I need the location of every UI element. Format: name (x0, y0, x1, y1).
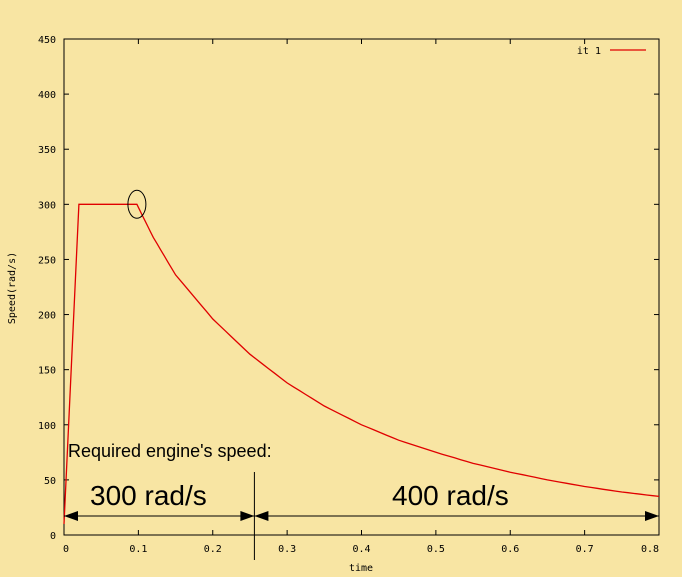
y-tick-label: 450 (38, 35, 56, 46)
y-tick-label: 50 (44, 476, 56, 487)
y-tick-label: 400 (38, 90, 56, 101)
x-axis: 0 0.1 0.2 0.3 0.4 0.5 0.6 0.7 0.8 (63, 39, 660, 555)
highlight-ellipse (127, 189, 147, 219)
segment-1-arrowhead-right (240, 511, 255, 521)
series-line-it-1 (63, 203, 660, 525)
segment-2-arrowhead-left (254, 511, 269, 521)
y-axis: 0 50 100 150 200 250 300 350 400 450 (38, 35, 659, 542)
y-tick-label: 250 (38, 255, 56, 266)
y-axis-title: Speed(rad/s) (7, 252, 18, 324)
x-tick-label: 0.6 (501, 544, 519, 555)
x-tick-label: 0.4 (352, 544, 370, 555)
x-tick-label: 0.5 (427, 544, 445, 555)
x-tick-label: 0.1 (129, 544, 147, 555)
y-tick-label: 200 (38, 311, 56, 322)
y-tick-label: 150 (38, 366, 56, 377)
x-tick-label: 0.2 (204, 544, 222, 555)
y-tick-label: 350 (38, 145, 56, 156)
x-tick-label: 0.3 (278, 544, 296, 555)
y-tick-label: 100 (38, 421, 56, 432)
annotation-group: Required engine's speed: 300 rad/s 400 r… (64, 441, 659, 560)
legend-label-it-1: it 1 (577, 46, 601, 57)
x-tick-label: 0.7 (576, 544, 594, 555)
segment-1-arrowhead-left (64, 511, 78, 521)
annotation-segment-1: 300 rad/s (90, 480, 207, 511)
y-tick-label: 300 (38, 200, 56, 211)
annotation-heading: Required engine's speed: (68, 441, 272, 461)
segment-2-arrowhead-right (645, 511, 659, 521)
y-tick-label: 0 (50, 531, 56, 542)
x-tick-label: 0.8 (641, 544, 659, 555)
legend: it 1 (577, 46, 646, 57)
x-axis-title: time (349, 563, 373, 574)
annotation-segment-2: 400 rad/s (392, 480, 509, 511)
x-tick-label: 0 (63, 544, 69, 555)
